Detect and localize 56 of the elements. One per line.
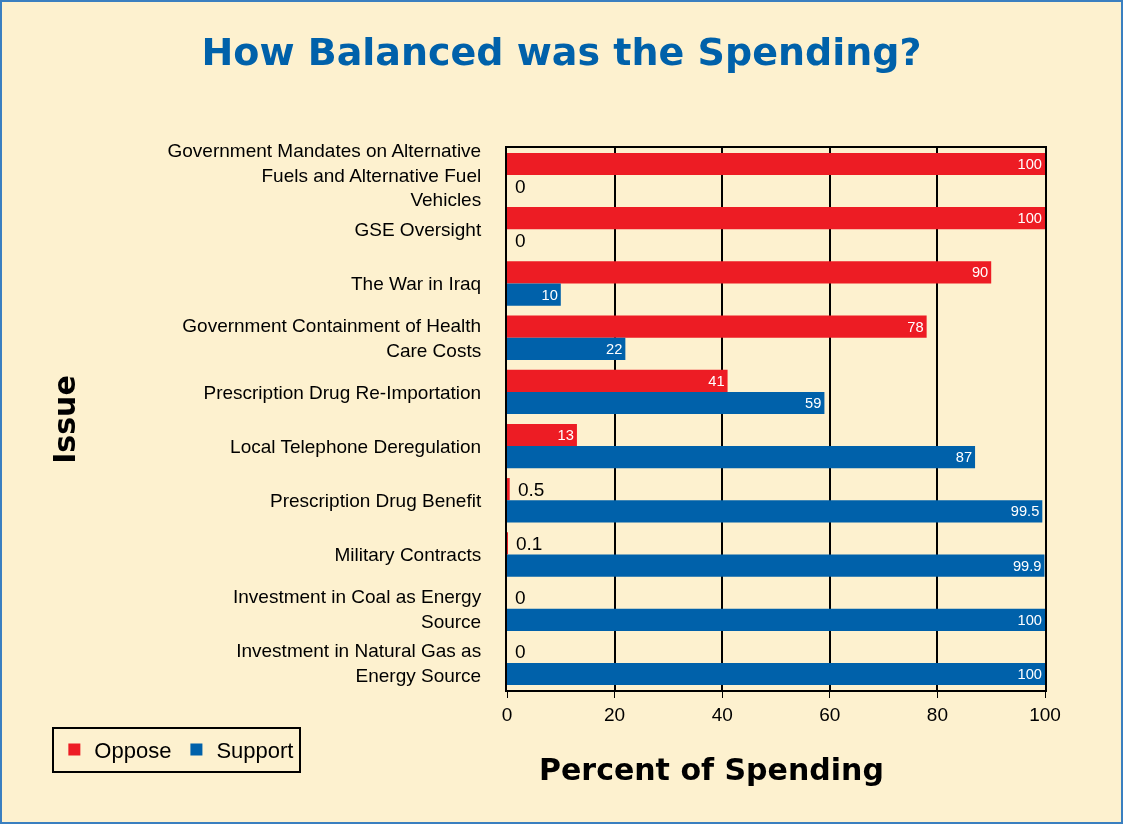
y-tick-label: Military Contracts [334, 544, 482, 566]
data-label: 0 [515, 641, 526, 662]
legend-label: Support [216, 738, 294, 764]
y-tick-label: Government Containment of Health Care Costs [182, 315, 482, 361]
data-label: 41 [708, 372, 725, 389]
bar [507, 337, 626, 360]
bar [507, 662, 1045, 686]
x-axis-title: Percent of Spending [539, 752, 884, 787]
data-label: 22 [606, 340, 623, 357]
data-label: 10 [541, 286, 558, 303]
x-tick-label: 80 [926, 703, 948, 725]
bar [507, 446, 976, 469]
x-tick-label: 20 [604, 703, 626, 725]
bar [507, 283, 561, 306]
x-tick-label: 60 [819, 703, 841, 725]
y-tick-label: The War in Iraq [350, 273, 482, 295]
bar [507, 608, 1045, 631]
bar [507, 554, 1045, 577]
bar [507, 478, 510, 501]
data-label: 0 [515, 230, 526, 251]
y-tick-label: GSE Oversight [354, 218, 482, 240]
data-label: 13 [557, 427, 574, 444]
chart-title: How Balanced was the Spending? [201, 29, 922, 74]
bar [507, 261, 992, 284]
data-label: 100 [1017, 210, 1042, 227]
y-axis-title: Issue [46, 375, 82, 464]
x-tick-label: 40 [711, 703, 733, 725]
data-label: 100 [1017, 611, 1042, 628]
bar [507, 500, 1043, 523]
y-tick-label: Prescription Drug Re-Importation [203, 381, 482, 403]
data-label: 59 [805, 395, 822, 412]
y-tick-label: Investment in Coal as Energy Source [233, 586, 482, 632]
x-tick-label: 100 [1029, 703, 1061, 725]
data-label: 0.1 [516, 533, 543, 554]
data-label: 0 [515, 587, 526, 608]
y-tick-label: Local Telephone Deregulation [230, 435, 482, 457]
x-tick-label: 0 [501, 703, 513, 725]
data-label: 90 [971, 264, 989, 281]
bar [507, 207, 1045, 230]
bar [507, 391, 825, 415]
data-label: 78 [907, 318, 924, 335]
bar [507, 152, 1045, 176]
data-label: 99.5 [1010, 503, 1040, 520]
legend-label: Oppose [94, 738, 172, 764]
y-tick-label: Government Mandates on Alternative Fuels and Alternative Fuel Vehicles [167, 140, 482, 211]
bar [507, 315, 927, 338]
bar [507, 369, 728, 392]
data-label: 0.5 [518, 479, 545, 500]
data-label: 99.9 [1012, 557, 1042, 574]
data-label: 100 [1017, 666, 1042, 683]
y-tick-label: Prescription Drug Benefit [269, 489, 482, 511]
bar [507, 423, 577, 447]
data-label: 87 [955, 449, 973, 466]
data-label: 100 [1017, 156, 1042, 173]
data-label: 0 [515, 176, 526, 197]
y-tick-label: Investment in Natural Gas as Energy Source [236, 640, 482, 686]
